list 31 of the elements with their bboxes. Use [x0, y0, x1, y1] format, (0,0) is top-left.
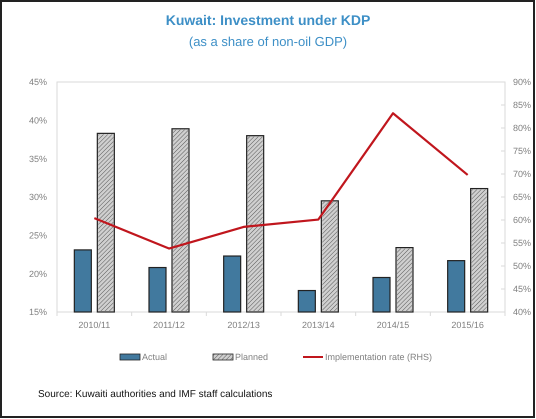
chart-subtitle: (as a share of non-oil GDP) [188, 34, 348, 49]
y2-tick-label: 45% [513, 284, 532, 294]
legend-label: Actual [142, 352, 168, 362]
y2-tick-label: 90% [513, 77, 532, 88]
y2-tick-label: 85% [513, 100, 532, 110]
x-tick-label: 2015/16 [451, 320, 484, 330]
x-tick-label: 2014/15 [376, 320, 410, 330]
x-tick-label: 2013/14 [302, 320, 335, 330]
y-tick-label: 40% [28, 115, 47, 126]
legend-label: Planned [235, 352, 268, 362]
y-tick-label: 35% [28, 154, 47, 164]
chart-title: Kuwait: Investment under KDP [166, 12, 370, 28]
y2-tick-label: 40% [513, 307, 532, 318]
y-tick-label: 30% [28, 192, 47, 202]
y2-tick-label: 80% [513, 123, 532, 134]
y2-tick-label: 75% [513, 146, 532, 156]
y2-tick-label: 60% [513, 215, 532, 226]
x-tick-label: 2012/13 [227, 320, 260, 330]
legend-label: Implementation rate (RHS) [325, 352, 432, 362]
y-tick-label: 45% [28, 77, 47, 88]
x-tick-label: 2011/12 [153, 320, 185, 330]
y2-tick-label: 65% [513, 192, 532, 202]
line-series [93, 112, 469, 250]
y2-tick-label: 70% [513, 169, 532, 180]
y-tick-label: 20% [28, 268, 47, 279]
y-tick-label: 15% [28, 307, 47, 318]
x-tick-label: 2010/11 [78, 320, 110, 330]
source-note: Source: Kuwaiti authorities and IMF staff calculations [38, 389, 272, 400]
y2-tick-label: 50% [513, 261, 532, 272]
y-tick-label: 25% [28, 230, 47, 240]
y2-tick-label: 55% [513, 238, 532, 248]
